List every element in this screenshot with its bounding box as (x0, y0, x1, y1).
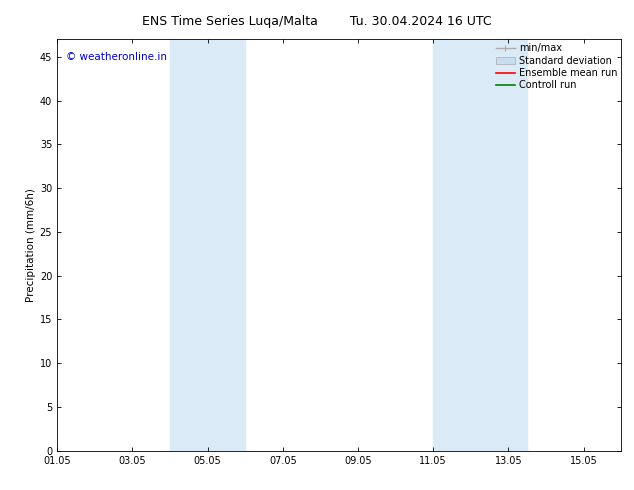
Legend: min/max, Standard deviation, Ensemble mean run, Controll run: min/max, Standard deviation, Ensemble me… (494, 41, 619, 92)
Text: © weatheronline.in: © weatheronline.in (65, 51, 167, 62)
Text: ENS Time Series Luqa/Malta        Tu. 30.04.2024 16 UTC: ENS Time Series Luqa/Malta Tu. 30.04.202… (142, 15, 492, 28)
Bar (170, 39, 245, 451)
Y-axis label: Precipitation (mm/6h): Precipitation (mm/6h) (25, 188, 36, 302)
Bar (433, 39, 527, 451)
